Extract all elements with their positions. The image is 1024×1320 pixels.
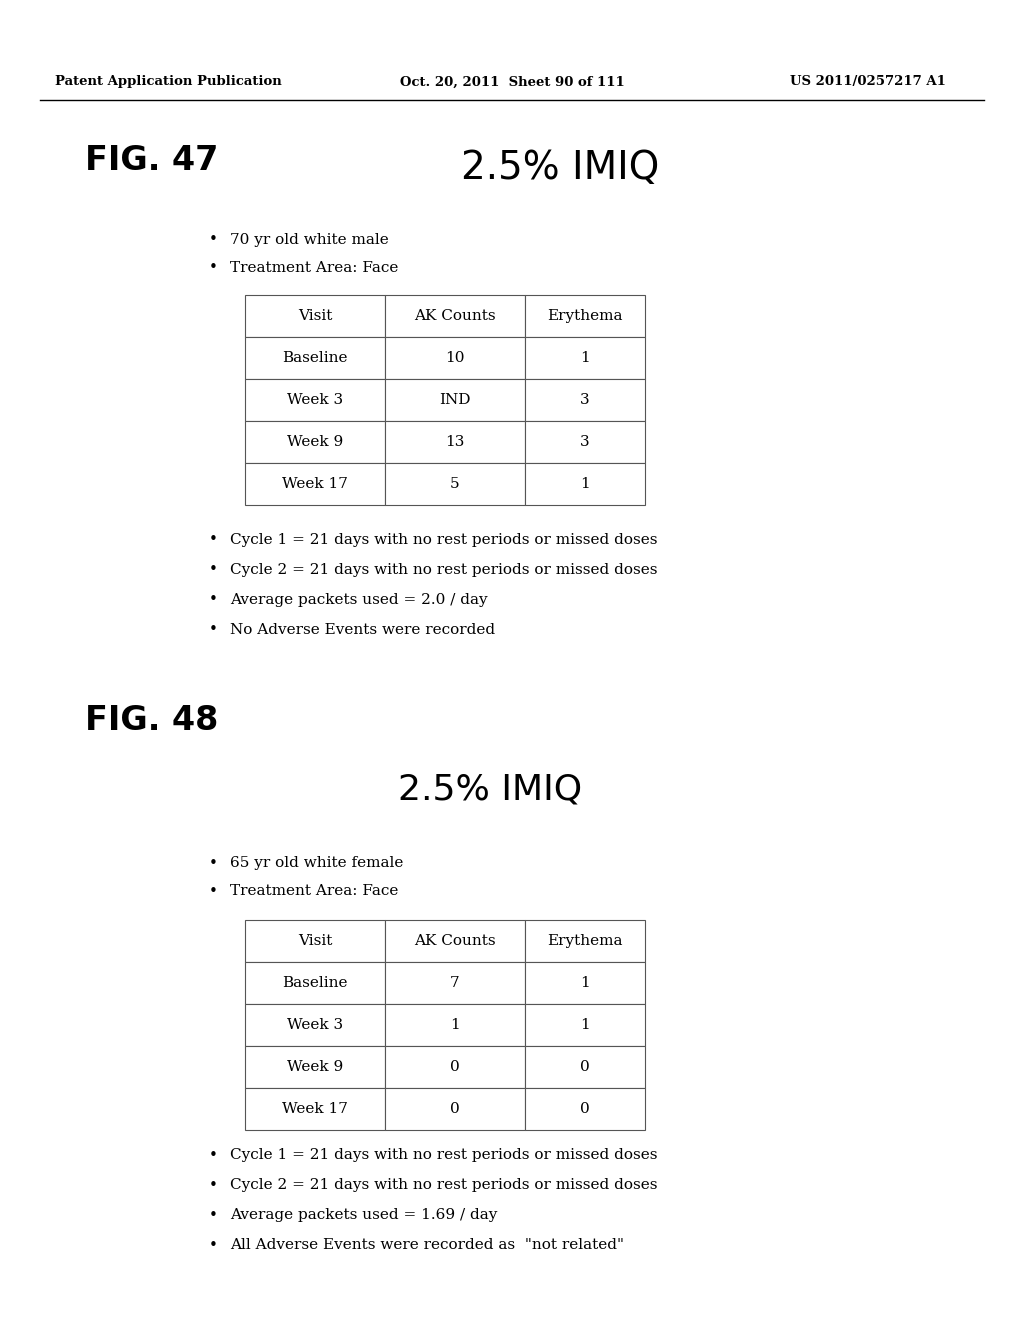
Text: 3: 3 — [581, 436, 590, 449]
Text: FIG. 47: FIG. 47 — [85, 144, 218, 177]
Text: Cycle 2 = 21 days with no rest periods or missed doses: Cycle 2 = 21 days with no rest periods o… — [230, 1177, 657, 1192]
Text: AK Counts: AK Counts — [414, 935, 496, 948]
Text: FIG. 48: FIG. 48 — [85, 704, 218, 737]
Bar — [245, 463, 385, 506]
Bar — [245, 421, 385, 463]
Text: 2.5% IMIQ: 2.5% IMIQ — [398, 774, 582, 807]
Text: 10: 10 — [445, 351, 465, 366]
Text: Patent Application Publication: Patent Application Publication — [55, 75, 282, 88]
Bar — [385, 379, 525, 421]
Text: Average packets used = 2.0 / day: Average packets used = 2.0 / day — [230, 593, 487, 607]
Text: Oct. 20, 2011  Sheet 90 of 111: Oct. 20, 2011 Sheet 90 of 111 — [400, 75, 625, 88]
Text: •: • — [209, 1208, 217, 1222]
Text: Cycle 1 = 21 days with no rest periods or missed doses: Cycle 1 = 21 days with no rest periods o… — [230, 533, 657, 546]
Bar — [245, 920, 385, 962]
Text: 0: 0 — [451, 1102, 460, 1115]
Bar — [245, 337, 385, 379]
Bar — [385, 421, 525, 463]
Bar — [525, 962, 645, 1005]
Bar — [385, 337, 525, 379]
Text: 7: 7 — [451, 975, 460, 990]
Text: 3: 3 — [581, 393, 590, 407]
Bar — [525, 337, 645, 379]
Text: •: • — [209, 562, 217, 578]
Text: US 2011/0257217 A1: US 2011/0257217 A1 — [790, 75, 946, 88]
Text: 1: 1 — [581, 975, 590, 990]
Text: No Adverse Events were recorded: No Adverse Events were recorded — [230, 623, 496, 638]
Text: •: • — [209, 623, 217, 638]
Text: Cycle 2 = 21 days with no rest periods or missed doses: Cycle 2 = 21 days with no rest periods o… — [230, 564, 657, 577]
Text: 65 yr old white female: 65 yr old white female — [230, 855, 403, 870]
Text: Week 3: Week 3 — [287, 393, 343, 407]
Bar — [385, 1005, 525, 1045]
Text: •: • — [209, 855, 217, 870]
Text: 70 yr old white male: 70 yr old white male — [230, 234, 389, 247]
Bar — [385, 1045, 525, 1088]
Bar — [245, 1005, 385, 1045]
Text: •: • — [209, 1147, 217, 1163]
Text: 2.5% IMIQ: 2.5% IMIQ — [461, 149, 659, 187]
Text: Average packets used = 1.69 / day: Average packets used = 1.69 / day — [230, 1208, 498, 1222]
Text: 13: 13 — [445, 436, 465, 449]
Text: IND: IND — [439, 393, 471, 407]
Text: 1: 1 — [581, 351, 590, 366]
Text: Week 17: Week 17 — [282, 1102, 348, 1115]
Text: Erythema: Erythema — [547, 309, 623, 323]
Text: Week 9: Week 9 — [287, 1060, 343, 1074]
Bar — [385, 920, 525, 962]
Bar — [245, 962, 385, 1005]
Text: Week 9: Week 9 — [287, 436, 343, 449]
Bar — [525, 379, 645, 421]
Bar — [245, 1088, 385, 1130]
Bar — [385, 1088, 525, 1130]
Bar — [525, 294, 645, 337]
Text: Cycle 1 = 21 days with no rest periods or missed doses: Cycle 1 = 21 days with no rest periods o… — [230, 1148, 657, 1162]
Text: Baseline: Baseline — [283, 351, 348, 366]
Text: 0: 0 — [581, 1102, 590, 1115]
Bar — [525, 421, 645, 463]
Text: 1: 1 — [581, 1018, 590, 1032]
Bar — [525, 1005, 645, 1045]
Text: Erythema: Erythema — [547, 935, 623, 948]
Text: 1: 1 — [581, 477, 590, 491]
Bar — [525, 1088, 645, 1130]
Text: •: • — [209, 1177, 217, 1192]
Text: Visit: Visit — [298, 309, 332, 323]
Bar — [385, 962, 525, 1005]
Bar — [385, 463, 525, 506]
Bar — [245, 1045, 385, 1088]
Bar — [525, 463, 645, 506]
Bar — [245, 379, 385, 421]
Text: •: • — [209, 1238, 217, 1253]
Text: Week 17: Week 17 — [282, 477, 348, 491]
Text: All Adverse Events were recorded as  "not related": All Adverse Events were recorded as "not… — [230, 1238, 624, 1251]
Text: 1: 1 — [451, 1018, 460, 1032]
Text: 5: 5 — [451, 477, 460, 491]
Bar — [385, 294, 525, 337]
Text: •: • — [209, 532, 217, 548]
Text: Baseline: Baseline — [283, 975, 348, 990]
Text: 0: 0 — [581, 1060, 590, 1074]
Bar — [245, 294, 385, 337]
Text: Treatment Area: Face: Treatment Area: Face — [230, 884, 398, 898]
Text: Week 3: Week 3 — [287, 1018, 343, 1032]
Text: AK Counts: AK Counts — [414, 309, 496, 323]
Bar — [525, 1045, 645, 1088]
Bar — [525, 920, 645, 962]
Text: Visit: Visit — [298, 935, 332, 948]
Text: 0: 0 — [451, 1060, 460, 1074]
Text: •: • — [209, 232, 217, 248]
Text: •: • — [209, 593, 217, 607]
Text: •: • — [209, 260, 217, 276]
Text: •: • — [209, 883, 217, 899]
Text: Treatment Area: Face: Treatment Area: Face — [230, 261, 398, 275]
